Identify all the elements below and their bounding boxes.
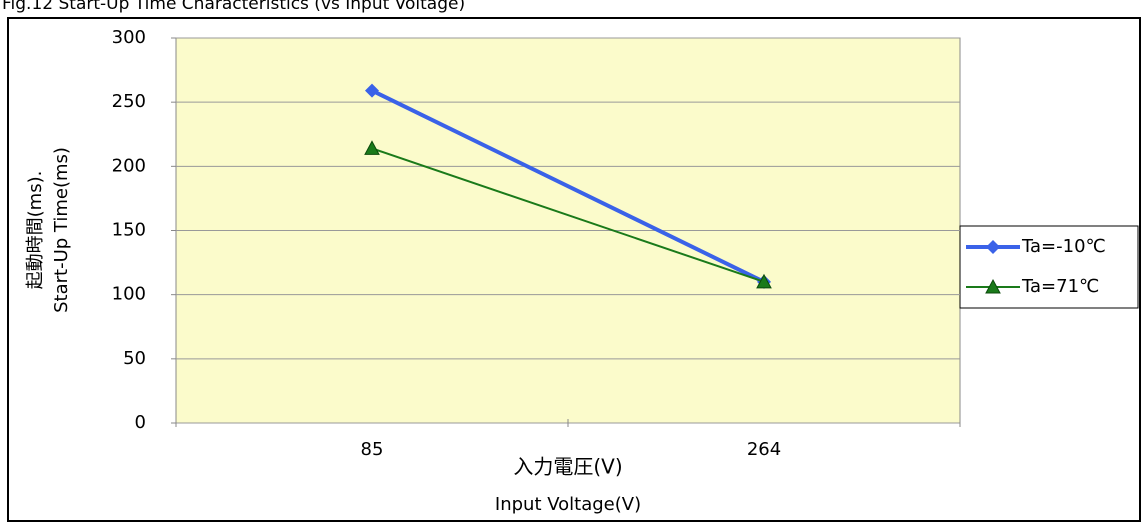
point [986, 240, 1000, 254]
y-tick-label: 250 [112, 91, 146, 112]
y-tick-label: 50 [123, 348, 146, 369]
y-tick-label: 100 [112, 284, 146, 305]
y-tick-label: 150 [112, 220, 146, 241]
x-axis-label: 入力電圧(V) [513, 455, 622, 479]
x-tick-label: 264 [747, 439, 781, 460]
x-tick-label: 85 [361, 439, 384, 460]
point [365, 83, 379, 98]
x-axis-label: Input Voltage(V) [495, 494, 641, 515]
chart-title: Fig.12 Start-Up Time Characteristics (vs… [2, 0, 465, 14]
point [364, 140, 380, 155]
legend-label: Ta=71℃ [1021, 276, 1099, 297]
y-tick-label: 300 [112, 27, 146, 48]
point [985, 278, 1001, 294]
y-tick-label: 200 [112, 155, 146, 176]
y-tick-label: 0 [135, 412, 146, 433]
y-axis-label: Start-Up Time(ms) [51, 147, 72, 313]
series-line [371, 147, 765, 283]
y-axis-label: 起動時間(ms). [25, 171, 46, 290]
legend-label: Ta=-10℃ [1021, 236, 1106, 257]
series-line [371, 88, 765, 284]
legend [959, 225, 1139, 309]
point [756, 273, 772, 289]
